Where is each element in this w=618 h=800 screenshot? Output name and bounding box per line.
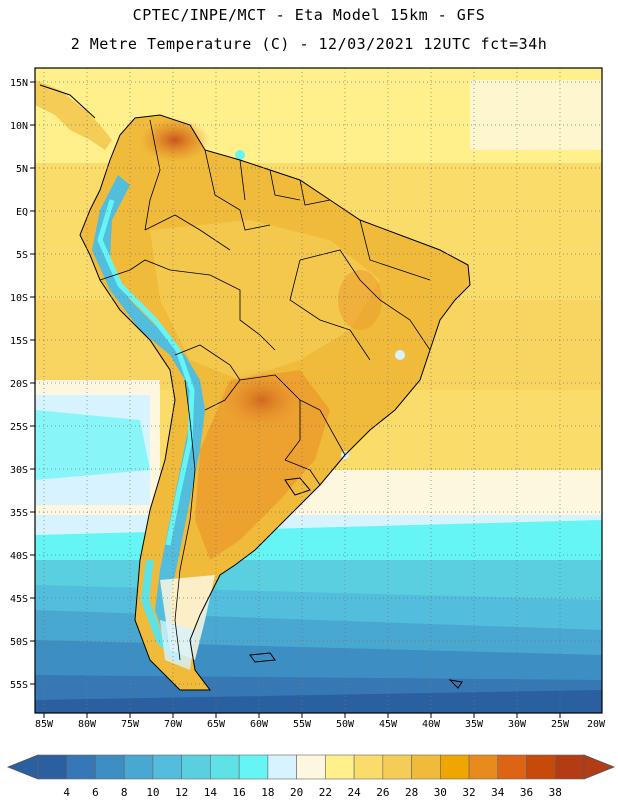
coastlines <box>79 114 471 691</box>
country-borders <box>99 119 431 661</box>
colorbar-box <box>440 754 470 780</box>
colorbar-box <box>554 754 585 780</box>
colorbar-label: 18 <box>261 786 274 799</box>
colorbar-label: 26 <box>376 786 389 799</box>
colorbar-box <box>526 754 556 780</box>
lon-label: 80W <box>78 719 97 730</box>
colorbar-high-arrow <box>583 754 616 780</box>
colorbar-label: 14 <box>204 786 218 799</box>
map-frame <box>34 67 603 714</box>
map-title-line-2: 2 Metre Temperature (C) - 12/03/2021 12U… <box>70 35 548 53</box>
colorbar-label: 34 <box>491 786 505 799</box>
lat-label: 20S <box>10 379 28 390</box>
colorbar-label: 22 <box>319 786 332 799</box>
colorbar-label: 6 <box>92 786 99 799</box>
colorbar: 4 6 8 10 12 14 16 18 20 22 24 26 28 30 32 34 36 38 <box>6 754 616 799</box>
lon-label: 65W <box>207 719 226 730</box>
lat-label: EQ <box>16 207 28 218</box>
lat-label: 30S <box>10 465 28 476</box>
colorbar-label: 8 <box>121 786 128 799</box>
colorbar-box <box>353 754 384 780</box>
colorbar-label: 38 <box>549 786 562 799</box>
colorbar-box <box>66 754 96 780</box>
lat-label: 15S <box>10 336 28 347</box>
colorbar-label: 32 <box>462 786 475 799</box>
colorbar-box <box>325 754 355 780</box>
lat-label: 55S <box>10 680 28 691</box>
colorbar-box <box>95 754 125 780</box>
lon-label: 50W <box>336 719 355 730</box>
lon-label: 75W <box>121 719 140 730</box>
lat-label: 50S <box>10 637 28 648</box>
colorbar-label: 4 <box>63 786 70 799</box>
map-title-line-1: CPTEC/INPE/MCT - Eta Model 15km - GFS <box>132 6 486 24</box>
colorbar-box <box>411 754 441 780</box>
colorbar-boxes <box>37 754 585 780</box>
lon-label: 20W <box>587 719 606 730</box>
lat-label: 10N <box>10 121 28 132</box>
temperature-field <box>35 68 602 713</box>
lat-label: 25S <box>10 422 28 433</box>
lon-label: 45W <box>379 719 398 730</box>
colorbar-label: 36 <box>520 786 533 799</box>
lon-label: 30W <box>508 719 527 730</box>
grid-lines <box>35 68 602 713</box>
colorbar-label: 28 <box>405 786 418 799</box>
lon-label: 55W <box>293 719 312 730</box>
colorbar-box <box>37 754 68 780</box>
lon-label: 70W <box>164 719 183 730</box>
colorbar-box <box>382 754 412 780</box>
lon-label: 60W <box>250 719 269 730</box>
lat-label: 35S <box>10 508 28 519</box>
colorbar-label: 10 <box>146 786 159 799</box>
lat-label: 5N <box>16 164 28 175</box>
colorbar-label: 16 <box>233 786 246 799</box>
colorbar-label: 24 <box>347 786 361 799</box>
colorbar-label: 12 <box>175 786 188 799</box>
colorbar-label: 30 <box>434 786 447 799</box>
latitude-labels: 15N 10N 5N EQ 5S 10S 15S 20S 25S 30S 35S… <box>10 78 28 691</box>
lon-label: 85W <box>35 719 54 730</box>
colorbar-box <box>152 754 182 780</box>
colorbar-box <box>267 754 297 780</box>
colorbar-labels: 4 6 8 10 12 14 16 18 20 22 24 26 28 30 32 34 36 38 <box>63 786 561 799</box>
colorbar-low-arrow <box>6 754 39 780</box>
colorbar-box <box>123 754 154 780</box>
colorbar-box <box>497 754 527 780</box>
colorbar-box <box>296 754 326 780</box>
colorbar-box <box>468 754 499 780</box>
colorbar-label: 20 <box>290 786 303 799</box>
lat-label: 5S <box>16 250 28 261</box>
axis-ticks <box>30 81 561 718</box>
lat-label: 40S <box>10 551 28 562</box>
lat-label: 10S <box>10 293 28 304</box>
lat-label: 15N <box>10 78 28 89</box>
colorbar-box <box>210 754 240 780</box>
lon-label: 35W <box>465 719 484 730</box>
colorbar-box <box>181 754 211 780</box>
longitude-labels: 85W 80W 75W 70W 65W 60W 55W 50W 45W 40W … <box>35 719 606 730</box>
lat-label: 45S <box>10 594 28 605</box>
colorbar-box <box>238 754 269 780</box>
lon-label: 25W <box>551 719 570 730</box>
lon-label: 40W <box>422 719 441 730</box>
